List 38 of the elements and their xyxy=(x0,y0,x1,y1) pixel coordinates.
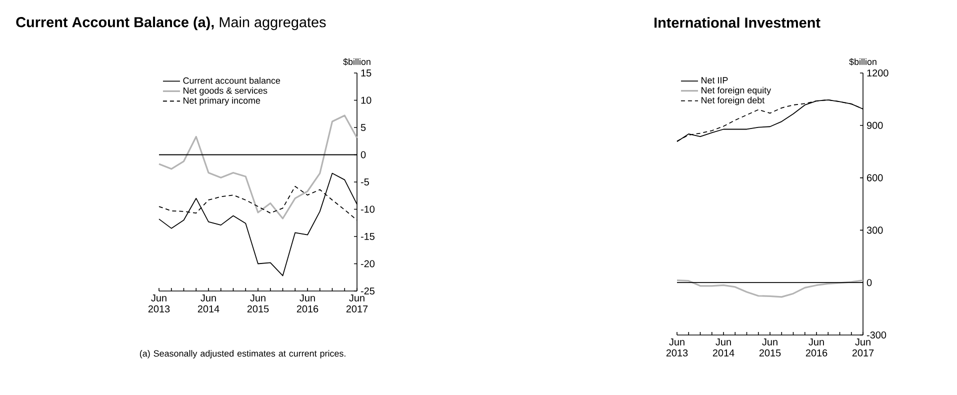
x-tick-label: Jun 2017 xyxy=(852,338,874,356)
y-tick-label: 10 xyxy=(361,96,372,104)
x-tick-label: Jun 2015 xyxy=(247,294,269,312)
legend-label: Net foreign debt xyxy=(702,96,765,106)
y-tick-label: 0 xyxy=(360,151,366,158)
y-tick-label: 0 xyxy=(866,279,872,286)
x-tick-label: Jun 2016 xyxy=(806,338,828,356)
legend-label: Current account balance xyxy=(183,77,280,84)
x-tick-label: Jun 2016 xyxy=(296,294,318,312)
x-tick-label: Jun 2013 xyxy=(666,338,688,356)
y-tick-label: 900 xyxy=(867,122,883,129)
x-tick-label: Jun 2015 xyxy=(759,338,781,356)
y-tick-label: -5 xyxy=(360,178,369,186)
chart-title: Current Account Balance (a), Main aggregates xyxy=(16,16,326,30)
y-tick-label: -20 xyxy=(360,260,375,268)
y-axis-title: $billion xyxy=(343,58,370,66)
x-tick-label: Jun 2014 xyxy=(198,294,220,312)
y-tick-label: 5 xyxy=(360,124,366,131)
chart-title: International Investment xyxy=(654,17,820,28)
y-tick-label: -25 xyxy=(360,287,374,295)
y-tick-label: 15 xyxy=(361,70,372,76)
y-tick-label: -15 xyxy=(360,233,374,240)
y-tick-label: -300 xyxy=(866,331,886,339)
y-tick-label: 1200 xyxy=(867,69,888,77)
legend-label: Net primary income xyxy=(184,97,260,106)
legend-label: Net goods & services xyxy=(184,87,268,96)
line-series xyxy=(158,114,358,220)
y-tick-label: -10 xyxy=(360,206,375,213)
text: (a) Seasonally adjusted estimates at current prices. xyxy=(140,350,346,358)
y-axis-title: $billion xyxy=(849,58,876,66)
x-tick-label: Jun 2013 xyxy=(148,294,170,312)
x-tick-label: Jun 2017 xyxy=(346,294,368,312)
y-tick-label: 300 xyxy=(866,226,883,234)
y-tick-label: 600 xyxy=(867,174,883,182)
x-tick-label: Jun 2014 xyxy=(712,338,734,356)
legend-label: Net IIP xyxy=(702,77,728,84)
line-series xyxy=(676,280,864,298)
legend-label: Net foreign equity xyxy=(702,86,772,96)
